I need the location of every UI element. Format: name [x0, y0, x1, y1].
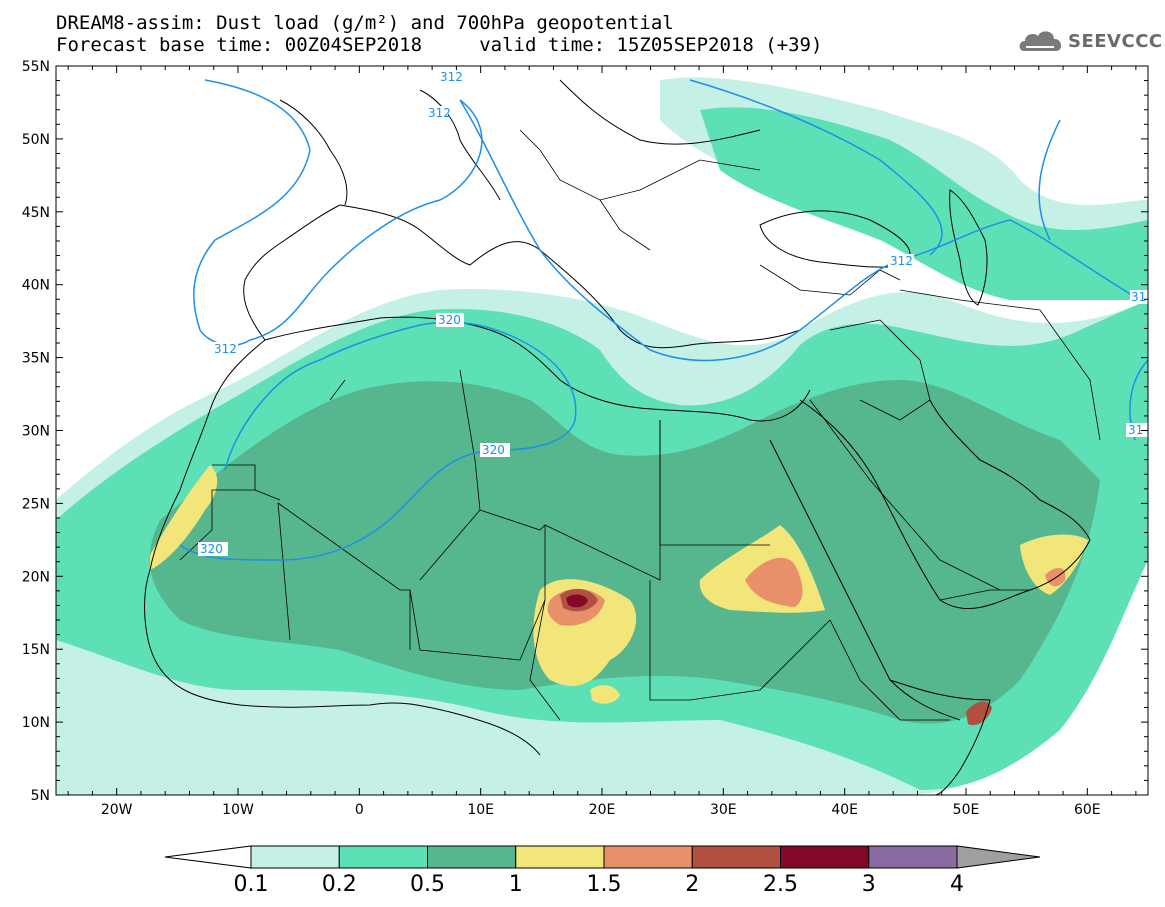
contour-312-northeast	[689, 79, 943, 256]
colorbar-extend-high	[956, 845, 1041, 869]
forecast-time-subtitle: Forecast base time: 00Z04SEP2018 valid t…	[56, 34, 823, 56]
border-niger	[409, 589, 546, 661]
colorbar-segment	[603, 845, 693, 869]
dust-contour-2-somalia	[966, 701, 992, 726]
colorbar-segment	[515, 845, 605, 869]
colorbar-segment	[780, 845, 870, 869]
border-chad	[529, 525, 561, 721]
contour-label: 320	[200, 542, 223, 556]
colorbar-label: 0.5	[410, 872, 445, 897]
lon-tick-label: 10W	[222, 802, 254, 818]
border-europe-east	[519, 129, 761, 251]
contour-label: 320	[482, 443, 505, 457]
lon-tick-label: 50E	[953, 802, 980, 818]
country-borders	[179, 129, 1101, 721]
contour-label: 312	[890, 254, 913, 268]
colorbar-label: 4	[950, 872, 964, 897]
border-egypt	[659, 420, 770, 546]
border-turkey	[759, 264, 901, 296]
contour-312-east	[459, 99, 1141, 362]
lat-tick-label: 20N	[22, 569, 50, 585]
colorbar-segment	[868, 845, 958, 869]
coastline-europe	[279, 79, 761, 206]
colorbar-label: 2.5	[763, 872, 798, 897]
lon-tick-label: 20E	[589, 802, 616, 818]
border-ethiopia	[829, 619, 950, 721]
longitude-ticks: 20W 10W 0 10E 20E 30E 40E 50E 60E	[67, 66, 1137, 818]
contour-label: 312	[214, 342, 237, 356]
dust-contour-1-5-oman	[1045, 568, 1066, 587]
colorbar-segment	[691, 845, 781, 869]
border-saudi	[809, 399, 1001, 591]
border-sudan	[649, 580, 831, 701]
coastline-caspian	[949, 189, 988, 306]
coastline-horn-africa	[889, 679, 991, 795]
colorbar-extend-low	[164, 845, 252, 869]
contour-label: 312	[428, 106, 451, 120]
colorbar-label: 1	[508, 872, 523, 897]
dust-contour-1-patch-chad-south	[590, 685, 620, 704]
contour-label: 312	[440, 70, 463, 84]
dust-contour-1-5-sudan	[745, 557, 803, 607]
lat-tick-label: 10N	[22, 715, 50, 731]
lat-tick-label: 5N	[31, 788, 50, 804]
lon-tick-label: 40E	[831, 802, 858, 818]
colorbar-label: 1.5	[586, 872, 622, 897]
lat-tick-label: 15N	[22, 642, 50, 658]
cloud-logo-icon	[1019, 31, 1062, 51]
lon-tick-label: 0	[355, 802, 364, 818]
lon-tick-label: 30E	[710, 802, 737, 818]
logo-text: SEEVCCC	[1068, 31, 1163, 52]
border-algeria	[254, 369, 481, 581]
colorbar-label: 3	[861, 872, 876, 897]
lat-tick-label: 55N	[22, 59, 50, 75]
coastline-arabia	[799, 399, 1091, 609]
contour-312-farnorth	[1038, 119, 1061, 241]
border-iraq	[829, 319, 931, 421]
coastlines	[144, 79, 1091, 795]
latitude-ticks: 55N 50N 45N 40N 35N 30N 25N 20N 15N 10N 5N	[22, 59, 1148, 804]
coastline-mediterranean-south	[264, 316, 811, 422]
dust-contour-2-5-sahara	[566, 594, 588, 608]
contour-label: 31	[1131, 290, 1146, 304]
lat-tick-label: 35N	[22, 351, 50, 367]
lat-tick-label: 50N	[22, 132, 50, 148]
dust-contour-0-5	[149, 380, 1100, 724]
contour-label: 320	[438, 313, 461, 327]
colorbar-label: 0.1	[233, 872, 269, 897]
border-mali	[277, 502, 411, 650]
lon-tick-label: 20W	[101, 802, 133, 818]
dust-contour-1-patch-oman	[1020, 534, 1088, 595]
lat-tick-label: 45N	[22, 205, 50, 221]
dust-contour-0-2-north	[700, 107, 1148, 300]
contour-labels: 312 312 312 312 31 31 320 320 320	[198, 70, 1148, 556]
dust-contour-1-patch-mauritania	[150, 465, 218, 570]
border-iran	[899, 289, 1101, 441]
contour-320	[179, 321, 577, 561]
map-title: DREAM8-assim: Dust load (g/m²) and 700hP…	[56, 12, 674, 34]
lon-tick-label: 10E	[467, 802, 494, 818]
lat-tick-label: 25N	[22, 496, 50, 512]
lat-tick-label: 40N	[22, 278, 50, 294]
coastline-mediterranean-north	[339, 204, 801, 349]
colorbar	[164, 845, 1041, 869]
lon-tick-label: 60E	[1074, 802, 1101, 818]
coastline-red-sea	[769, 439, 961, 721]
colorbar-segment	[338, 845, 428, 869]
border-yemen	[939, 589, 1030, 601]
dust-field	[56, 77, 1148, 795]
coastline-west-africa	[144, 204, 541, 756]
border-mauritania	[179, 464, 256, 561]
colorbar-segment	[427, 845, 517, 869]
contour-label: 31	[1128, 423, 1143, 437]
colorbar-label: 2	[685, 872, 700, 897]
colorbar-label: 0.2	[321, 872, 357, 897]
lat-tick-label: 30N	[22, 424, 50, 440]
colorbar-segment	[250, 845, 340, 869]
seevccc-logo: SEEVCCC	[1018, 27, 1162, 57]
